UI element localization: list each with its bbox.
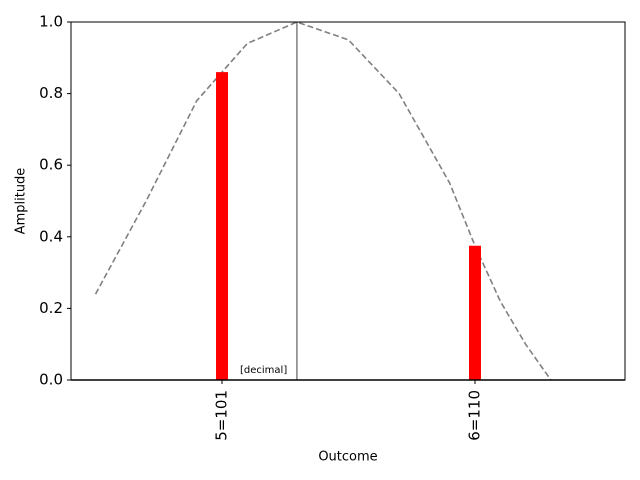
plot-frame (70, 21, 626, 381)
y-tick-label: 0.6 (39, 156, 63, 174)
x-tick-label: 6=110 (465, 390, 483, 441)
y-tick-label: 1.0 (39, 13, 63, 31)
bar (216, 72, 229, 381)
y-tick-label: 0.2 (39, 299, 63, 317)
bar (468, 245, 481, 380)
y-axis-label: Amplitude (14, 168, 29, 235)
annotation: [decimal] (240, 365, 287, 376)
x-tick-label: 5=101 (213, 390, 231, 441)
y-tick-label: 0.4 (39, 227, 63, 245)
x-axis-label: Outcome (318, 450, 377, 465)
curve (94, 21, 552, 381)
y-tick-label: 0.0 (39, 371, 63, 389)
y-tick-label: 0.8 (39, 84, 63, 102)
